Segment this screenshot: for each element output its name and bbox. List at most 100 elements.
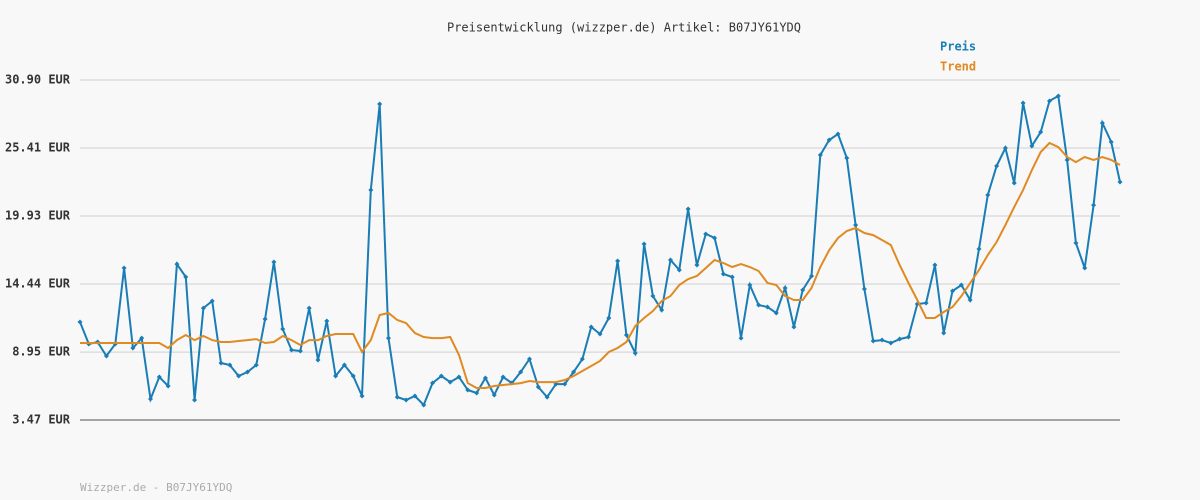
point-marker bbox=[571, 369, 577, 375]
point-marker bbox=[676, 267, 682, 273]
point-marker bbox=[130, 345, 136, 351]
legend-entry: Preis bbox=[940, 40, 976, 54]
point-marker bbox=[791, 324, 797, 330]
point-marker bbox=[985, 192, 991, 198]
point-marker bbox=[456, 374, 462, 380]
point-marker bbox=[544, 394, 550, 400]
point-marker bbox=[747, 282, 753, 288]
point-marker bbox=[870, 338, 876, 344]
point-marker bbox=[306, 305, 312, 311]
point-marker bbox=[826, 137, 832, 143]
point-marker bbox=[588, 324, 594, 330]
point-marker bbox=[720, 271, 726, 277]
point-marker bbox=[368, 187, 374, 193]
point-marker bbox=[764, 304, 770, 310]
point-marker bbox=[579, 356, 585, 362]
y-tick-label: 19.93 EUR bbox=[5, 208, 71, 222]
point-marker bbox=[350, 373, 356, 379]
point-marker bbox=[861, 286, 867, 292]
point-marker bbox=[77, 319, 83, 325]
point-marker bbox=[474, 390, 480, 396]
point-marker bbox=[1073, 240, 1079, 246]
point-marker bbox=[209, 298, 215, 304]
point-marker bbox=[641, 241, 647, 247]
chart-title: Preisentwicklung (wizzper.de) Artikel: B… bbox=[447, 21, 801, 35]
point-marker bbox=[192, 397, 198, 403]
point-marker bbox=[1055, 93, 1061, 99]
point-marker bbox=[103, 353, 109, 359]
point-marker bbox=[923, 300, 929, 306]
point-marker bbox=[526, 356, 532, 362]
point-marker bbox=[623, 332, 629, 338]
point-marker bbox=[491, 392, 497, 398]
point-marker bbox=[430, 380, 436, 386]
point-marker bbox=[712, 235, 718, 241]
legend-entry: Trend bbox=[940, 60, 976, 74]
point-marker bbox=[1038, 129, 1044, 135]
point-marker bbox=[1046, 98, 1052, 104]
point-marker bbox=[438, 373, 444, 379]
point-marker bbox=[967, 297, 973, 303]
point-marker bbox=[412, 393, 418, 399]
point-marker bbox=[518, 369, 524, 375]
point-marker bbox=[897, 336, 903, 342]
point-marker bbox=[377, 101, 383, 107]
point-marker bbox=[817, 152, 823, 158]
point-marker bbox=[800, 287, 806, 293]
point-marker bbox=[853, 222, 859, 228]
point-marker bbox=[1082, 265, 1088, 271]
point-marker bbox=[535, 384, 541, 390]
point-marker bbox=[606, 315, 612, 321]
point-marker bbox=[218, 360, 224, 366]
source: Wizzper.de - B07JY61YDQ bbox=[80, 481, 232, 494]
point-marker bbox=[139, 335, 145, 341]
point-marker bbox=[165, 383, 171, 389]
point-marker bbox=[729, 274, 735, 280]
point-marker bbox=[236, 373, 242, 379]
point-marker bbox=[385, 335, 391, 341]
point-marker bbox=[148, 396, 154, 402]
point-marker bbox=[1011, 180, 1017, 186]
point-marker bbox=[1020, 100, 1026, 106]
point-marker bbox=[615, 258, 621, 264]
point-marker bbox=[685, 206, 691, 212]
point-marker bbox=[253, 362, 259, 368]
point-marker bbox=[844, 155, 850, 161]
point-marker bbox=[174, 261, 180, 267]
point-marker bbox=[950, 288, 956, 294]
point-marker bbox=[905, 334, 911, 340]
point-marker bbox=[738, 335, 744, 341]
y-tick-label: 8.95 EUR bbox=[12, 345, 71, 359]
point-marker bbox=[1099, 120, 1105, 126]
point-marker bbox=[289, 347, 295, 353]
point-marker bbox=[958, 282, 964, 288]
point-marker bbox=[668, 257, 674, 263]
point-marker bbox=[1002, 145, 1008, 151]
point-marker bbox=[200, 305, 206, 311]
point-marker bbox=[394, 394, 400, 400]
point-marker bbox=[227, 362, 233, 368]
point-marker bbox=[976, 246, 982, 252]
point-marker bbox=[1091, 202, 1097, 208]
point-marker bbox=[632, 350, 638, 356]
point-marker bbox=[315, 357, 321, 363]
point-marker bbox=[597, 331, 603, 337]
point-marker bbox=[879, 337, 885, 343]
point-marker bbox=[562, 381, 568, 387]
point-marker bbox=[156, 374, 162, 380]
point-marker bbox=[932, 262, 938, 268]
point-marker bbox=[500, 374, 506, 380]
point-marker bbox=[465, 387, 471, 393]
point-marker bbox=[650, 293, 656, 299]
point-marker bbox=[1029, 143, 1035, 149]
y-tick-label: 14.44 EUR bbox=[5, 277, 71, 291]
point-marker bbox=[659, 307, 665, 313]
point-marker bbox=[121, 265, 127, 271]
point-marker bbox=[447, 379, 453, 385]
point-marker bbox=[694, 262, 700, 268]
point-marker bbox=[333, 373, 339, 379]
y-tick-label: 30.90 EUR bbox=[5, 73, 71, 87]
point-marker bbox=[421, 402, 427, 408]
